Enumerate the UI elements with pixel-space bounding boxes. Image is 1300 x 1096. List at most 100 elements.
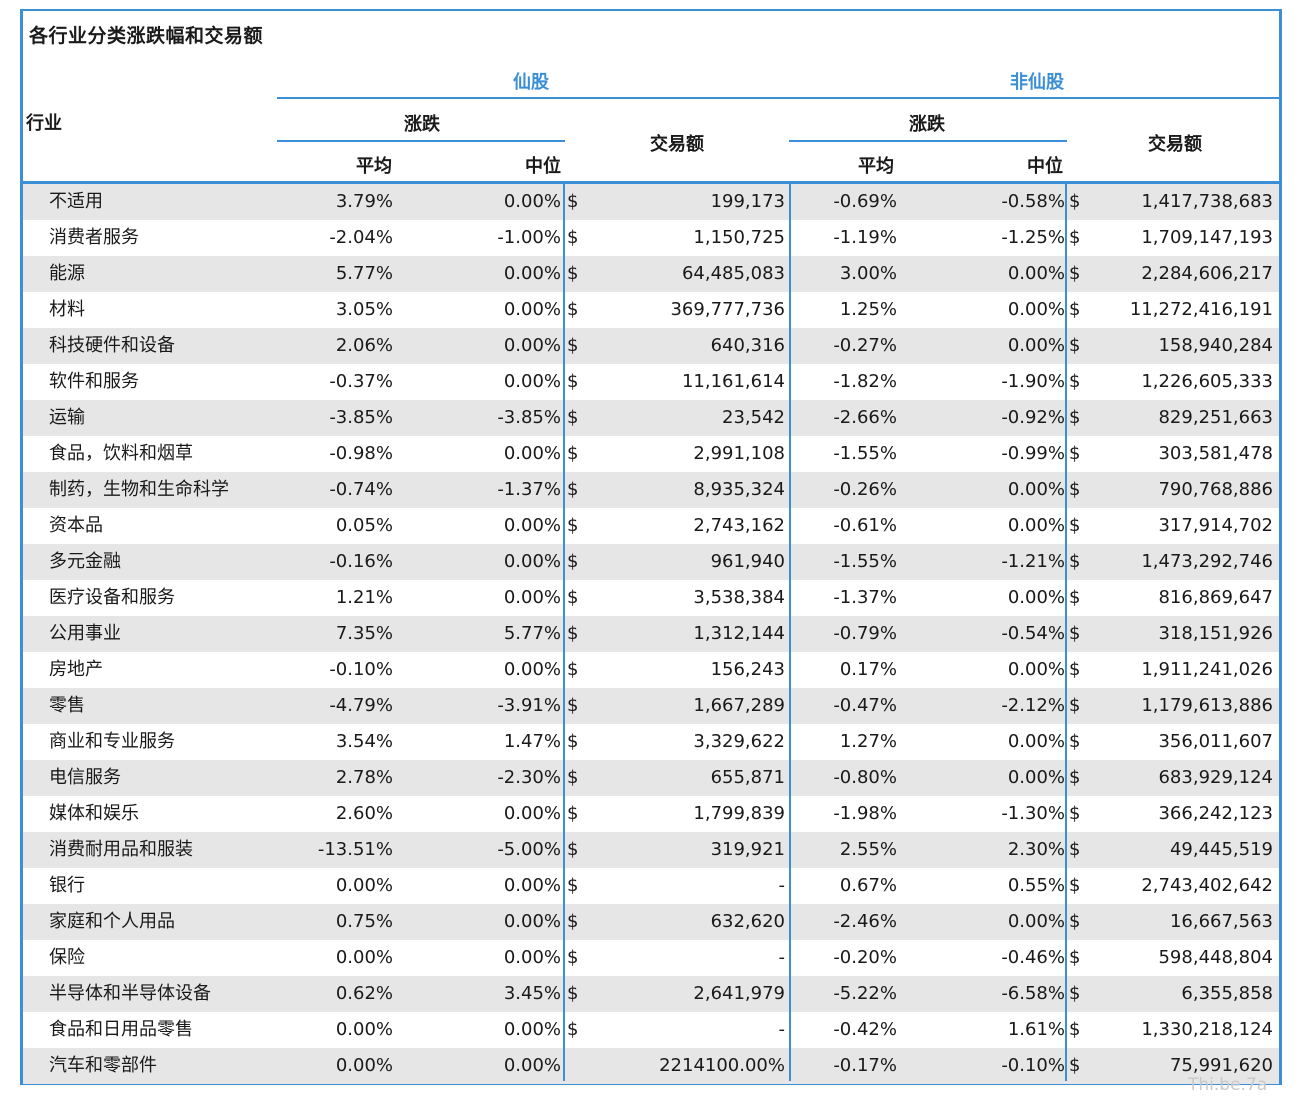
xian-dollar-sign: $ (567, 983, 579, 1004)
table-frame: 各行业分类涨跌幅和交易额 行业 仙股 非仙股 涨跌 平均 中位 交易额 涨跌 平… (20, 9, 1282, 1085)
fei-median-cell: -1.90% (1001, 371, 1065, 392)
xian-dollar-sign: $ (567, 1019, 579, 1040)
xian-avg-cell: -13.51% (317, 839, 393, 860)
fei-avg-cell: -1.55% (833, 443, 897, 464)
xian-median-cell: 3.45% (503, 983, 561, 1004)
fei-median-cell: -0.99% (1001, 443, 1065, 464)
industry-cell: 运输 (49, 407, 85, 428)
xian-volume-cell: 3,538,384 (693, 587, 785, 608)
fei-avg-cell: -0.42% (833, 1019, 897, 1040)
fei-volume-cell: 6,355,858 (1181, 983, 1273, 1004)
fei-avg-cell: 2.55% (839, 839, 897, 860)
fei-median-cell: 0.00% (1007, 515, 1065, 536)
xian-dollar-sign: $ (567, 515, 579, 536)
xian-dollar-sign: $ (567, 479, 579, 500)
industry-cell: 不适用 (49, 191, 103, 212)
xian-volume-cell: 1,150,725 (693, 227, 785, 248)
xian-median-cell: 0.00% (503, 947, 561, 968)
fei-dollar-sign: $ (1069, 947, 1081, 968)
xian-volume-cell: 1,312,144 (693, 623, 785, 644)
xian-volume-cell: 156,243 (710, 659, 785, 680)
xian-volume-cell: 1,799,839 (693, 803, 785, 824)
fei-avg-cell: -0.80% (833, 767, 897, 788)
xian-volume-cell: 3,329,622 (693, 731, 785, 752)
industry-cell: 医疗设备和服务 (49, 587, 175, 608)
fei-avg-cell: 3.00% (839, 263, 897, 284)
watermark-text: Thi.be.7a (1188, 1075, 1268, 1095)
fei-median-cell: -0.10% (1001, 1055, 1065, 1076)
industry-cell: 银行 (49, 875, 85, 896)
xian-median-cell: 0.00% (503, 911, 561, 932)
fei-avg-cell: -1.82% (833, 371, 897, 392)
xian-dollar-sign: $ (567, 371, 579, 392)
fei-dollar-sign: $ (1069, 623, 1081, 644)
fei-avg-cell: -5.22% (833, 983, 897, 1004)
table-row: 消费者服务 -2.04% -1.00% $1,150,725 -1.19% -1.25% $… (23, 220, 1279, 256)
fei-volume-cell: 11,272,416,191 (1129, 299, 1273, 320)
fei-median-cell: -0.58% (1001, 191, 1065, 212)
xian-median-cell: 0.00% (503, 299, 561, 320)
xian-median-cell: 0.00% (503, 335, 561, 356)
fei-median-cell: 0.00% (1007, 263, 1065, 284)
xian-avg-cell: -0.98% (329, 443, 393, 464)
xian-median-cell: -3.91% (497, 695, 561, 716)
table-row: 房地产 -0.10% 0.00% $156,243 0.17% 0.00% $1,911,2… (23, 652, 1279, 688)
column-divider (1065, 184, 1067, 1081)
xian-avg-cell: 0.05% (335, 515, 393, 536)
industry-cell: 制药，生物和生命科学 (49, 479, 229, 500)
xian-median-cell: 0.00% (503, 443, 561, 464)
fei-median-cell: -0.46% (1001, 947, 1065, 968)
fei-avg-cell: -2.66% (833, 407, 897, 428)
fei-dollar-sign: $ (1069, 1055, 1081, 1076)
header-divider (23, 181, 1279, 184)
header-industry: 行业 (26, 113, 62, 134)
table-row: 能源 5.77% 0.00% $64,485,083 3.00% 0.00% $2,284,… (23, 256, 1279, 292)
fei-volume-cell: 317,914,702 (1158, 515, 1273, 536)
header-xian-change: 涨跌 (404, 114, 440, 135)
table-row: 媒体和娱乐 2.60% 0.00% $1,799,839 -1.98% -1.30% $36… (23, 796, 1279, 832)
column-divider (789, 184, 791, 1081)
industry-cell: 零售 (49, 695, 85, 716)
xian-avg-cell: 0.75% (335, 911, 393, 932)
industry-cell: 家庭和个人用品 (49, 911, 175, 932)
fei-volume-cell: 790,768,886 (1158, 479, 1273, 500)
table-row: 公用事业 7.35% 5.77% $1,312,144 -0.79% -0.54% $318… (23, 616, 1279, 652)
table-row: 保险 0.00% 0.00% $ - -0.20% -0.46% $598,448,804 (23, 940, 1279, 976)
xian-median-cell: -1.00% (497, 227, 561, 248)
xian-dollar-sign: $ (567, 623, 579, 644)
fei-median-cell: -0.92% (1001, 407, 1065, 428)
fei-median-cell: -1.25% (1001, 227, 1065, 248)
fei-avg-cell: -0.79% (833, 623, 897, 644)
fei-volume-cell: 1,330,218,124 (1141, 1019, 1273, 1040)
xian-median-cell: 1.47% (503, 731, 561, 752)
fei-median-cell: 0.00% (1007, 299, 1065, 320)
xian-median-cell: 0.00% (503, 1055, 561, 1076)
table-row: 医疗设备和服务 1.21% 0.00% $3,538,384 -1.37% 0.00% $8… (23, 580, 1279, 616)
fei-median-cell: -2.12% (1001, 695, 1065, 716)
fei-median-cell: 0.00% (1007, 479, 1065, 500)
group-underline (277, 97, 1279, 99)
table-row: 多元金融 -0.16% 0.00% $961,940 -1.55% -1.21% $1,47… (23, 544, 1279, 580)
xian-avg-cell: -0.74% (329, 479, 393, 500)
industry-cell: 能源 (49, 263, 85, 284)
fei-volume-cell: 75,991,620 (1169, 1055, 1273, 1076)
xian-median-cell: 0.00% (503, 587, 561, 608)
table-row: 消费耐用品和服装 -13.51% -5.00% $319,921 2.55% 2.30% $… (23, 832, 1279, 868)
table-row: 软件和服务 -0.37% 0.00% $11,161,614 -1.82% -1.90% $… (23, 364, 1279, 400)
fei-dollar-sign: $ (1069, 371, 1081, 392)
table-row: 汽车和零部件 0.00% 0.00% 2214100.00% -0.17% -0.10% $… (23, 1048, 1279, 1084)
table-row: 科技硬件和设备 2.06% 0.00% $640,316 -0.27% 0.00% $158… (23, 328, 1279, 364)
fei-median-cell: 0.00% (1007, 335, 1065, 356)
fei-volume-cell: 158,940,284 (1158, 335, 1273, 356)
xian-dollar-sign: $ (567, 227, 579, 248)
industry-cell: 科技硬件和设备 (49, 335, 175, 356)
xian-avg-cell: -3.85% (329, 407, 393, 428)
fei-avg-cell: -0.47% (833, 695, 897, 716)
table-row: 半导体和半导体设备 0.62% 3.45% $2,641,979 -5.22% -6.58… (23, 976, 1279, 1012)
industry-cell: 资本品 (49, 515, 103, 536)
fei-median-cell: -1.30% (1001, 803, 1065, 824)
industry-cell: 软件和服务 (49, 371, 139, 392)
xian-dollar-sign: $ (567, 695, 579, 716)
fei-avg-cell: -1.98% (833, 803, 897, 824)
xian-volume-cell: 1,667,289 (693, 695, 785, 716)
